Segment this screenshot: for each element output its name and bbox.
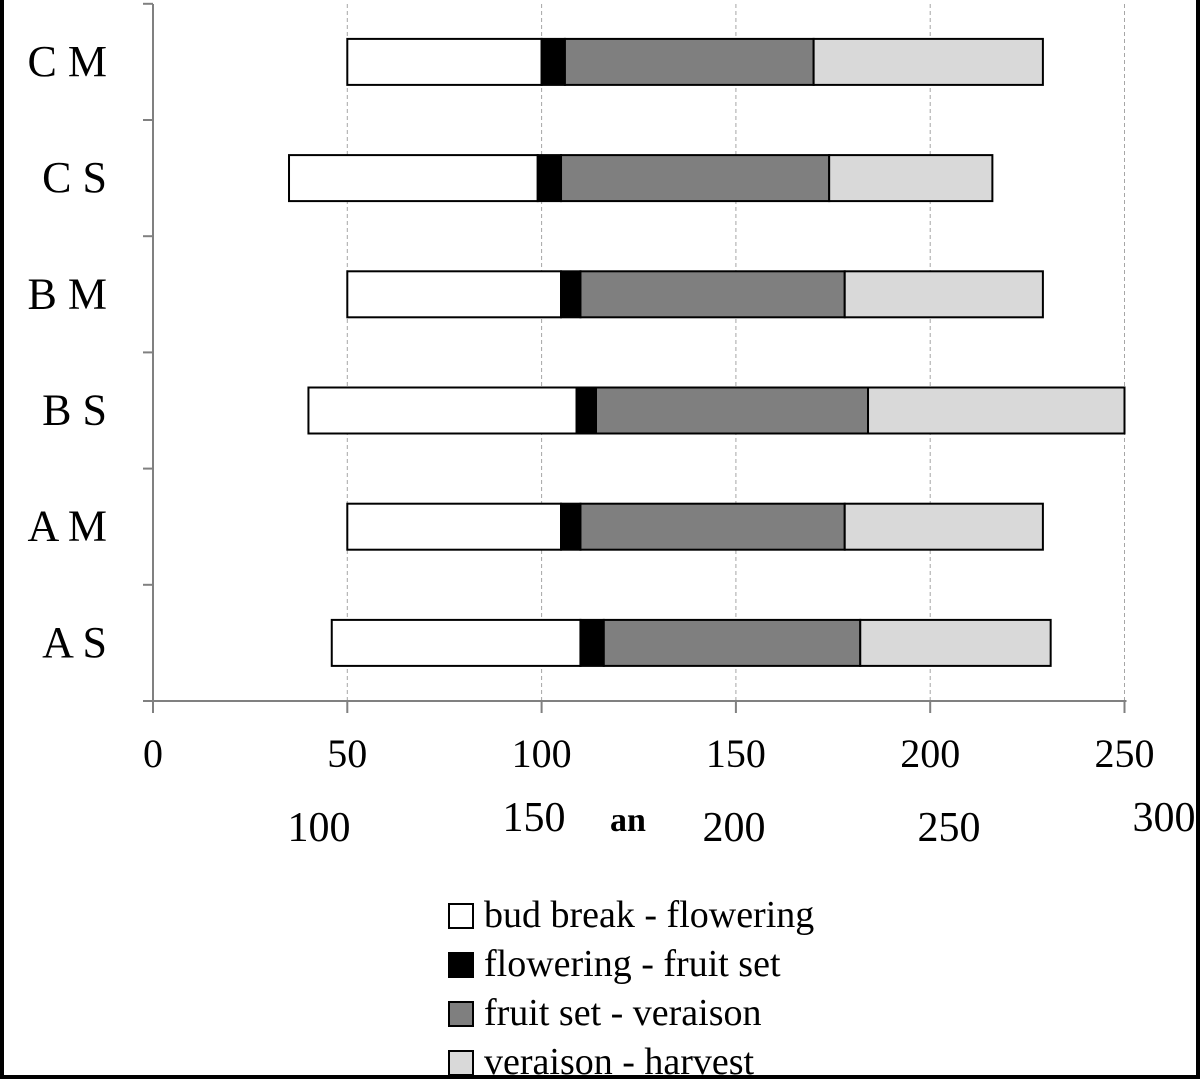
stray-axis-text: an — [610, 802, 646, 839]
bar-bm-segment-1 — [346, 270, 563, 319]
bar-as-segment-1 — [330, 618, 582, 667]
legend-label-2: flowering - fruit set — [484, 943, 781, 985]
bar-cs-segment-1 — [288, 154, 539, 203]
secondary-tick-label-250: 250 — [917, 805, 981, 851]
category-label-cm: C M — [28, 37, 107, 86]
category-label-as: A S — [42, 618, 107, 667]
bar-cs-segment-4 — [828, 154, 994, 203]
legend-swatch-1 — [448, 903, 474, 929]
bar-as-segment-2 — [579, 618, 605, 667]
bar-cs-segment-2 — [536, 154, 563, 203]
bar-am-segment-3 — [579, 502, 846, 551]
secondary-tick-label-300: 300 — [1132, 795, 1196, 841]
bar-bs-segment-1 — [307, 386, 578, 435]
x-tick-label-150: 150 — [706, 731, 766, 776]
secondary-tick-label-100: 100 — [287, 805, 351, 851]
chart-svg: 0 50 100 150 200 250 A S A M B S B M C S C M — [28, 2, 1155, 776]
bar-cm-segment-1 — [346, 37, 543, 86]
bar-cm-segment-4 — [812, 37, 1044, 86]
x-tick-label-200: 200 — [900, 731, 960, 776]
bar-bs-segment-4 — [867, 386, 1126, 435]
category-label-bs: B S — [42, 386, 107, 435]
category-label-bm: B M — [28, 269, 107, 318]
secondary-x-axis: 100 150 200 250 300 — [4, 790, 1196, 851]
x-tick-label-250: 250 — [1095, 731, 1155, 776]
legend-label-4: veraison - harvest — [484, 1041, 755, 1079]
bar-bs-segment-3 — [595, 386, 870, 435]
bar-as-segment-4 — [859, 618, 1052, 667]
bar-bm-segment-2 — [560, 270, 582, 319]
bar-am-segment-1 — [346, 502, 563, 551]
bar-bm-segment-3 — [579, 270, 846, 319]
bar-bs-segment-2 — [575, 386, 598, 435]
x-tick-label-100: 100 — [512, 731, 572, 776]
legend-swatch-3 — [448, 1001, 474, 1027]
x-tick-label-0: 0 — [143, 731, 163, 776]
bar-am-segment-4 — [843, 502, 1044, 551]
legend-swatch-4 — [448, 1050, 474, 1075]
bar-cs-segment-3 — [560, 154, 831, 203]
x-tick-label-50: 50 — [327, 731, 367, 776]
bar-cm-segment-2 — [540, 37, 566, 86]
secondary-tick-label-200: 200 — [702, 805, 766, 851]
legend-label-3: fruit set - veraison — [484, 992, 762, 1034]
legend-label-1: bud break - flowering — [484, 894, 815, 936]
legend-swatch-2 — [448, 952, 474, 978]
bar-cm-segment-3 — [563, 37, 815, 86]
category-label-am: A M — [28, 502, 107, 551]
bar-as-segment-3 — [602, 618, 862, 667]
bar-am-segment-2 — [560, 502, 582, 551]
bar-bm-segment-4 — [843, 270, 1044, 319]
category-label-cs: C S — [42, 153, 107, 202]
secondary-tick-label-150: 150 — [502, 795, 566, 841]
